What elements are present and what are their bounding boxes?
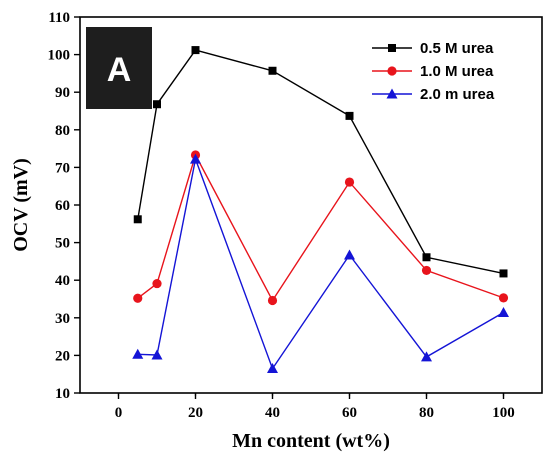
legend-label: 1.0 M urea (420, 63, 494, 80)
x-axis-label: Mn content (wt%) (232, 430, 390, 452)
series-1-point (345, 111, 354, 120)
y-axis-label: OCV (mV) (10, 158, 32, 252)
series-3-point (421, 351, 432, 362)
panel-label-box (86, 27, 152, 109)
series-1-point (422, 253, 431, 262)
legend-marker (387, 66, 397, 76)
y-tick-label: 20 (55, 348, 70, 364)
x-tick-label: 20 (188, 405, 203, 421)
legend-marker (386, 88, 398, 99)
axis-ticks: 0 20 40 60 80 100 10 20 30 40 50 60 70 80 90 100 110 (48, 10, 515, 421)
legend-item-1: 0.5 M urea (372, 40, 494, 57)
series-3 (132, 153, 509, 374)
panel-label-badge: A (86, 27, 152, 109)
y-tick-label: 40 (55, 273, 70, 289)
legend-label: 2.0 m urea (420, 86, 495, 103)
series-2 (133, 150, 509, 306)
x-tick-label: 0 (115, 405, 123, 421)
series-3-line (137, 156, 504, 371)
legend-item-2: 1.0 M urea (372, 63, 494, 80)
series-1-point (499, 269, 508, 278)
y-tick-label: 10 (55, 386, 70, 402)
y-tick-label: 100 (48, 48, 71, 64)
y-tick-label: 90 (55, 85, 70, 101)
series-3-point (498, 307, 509, 318)
legend: 0.5 M urea 1.0 M urea 2.0 m urea (372, 40, 495, 103)
series-3-point (132, 348, 144, 359)
series-layer (132, 46, 509, 374)
x-tick-label: 80 (419, 405, 434, 421)
y-tick-label: 60 (55, 198, 70, 214)
x-tick-label: 40 (265, 405, 280, 421)
series-2-point (498, 293, 509, 303)
series-3-point (190, 153, 201, 164)
y-tick-label: 50 (55, 236, 70, 252)
x-tick-label: 60 (342, 405, 357, 421)
y-tick-label: 30 (55, 311, 70, 327)
y-tick-label: 70 (55, 160, 70, 176)
legend-label: 0.5 M urea (420, 40, 494, 57)
y-tick-label: 80 (55, 123, 70, 139)
legend-marker (388, 44, 396, 52)
series-2-point (267, 295, 278, 306)
series-3-point (344, 249, 355, 260)
series-1-point (268, 66, 277, 75)
series-2-point (152, 278, 162, 289)
series-1-point (191, 46, 200, 55)
series-2-point (133, 293, 143, 303)
series-3-point (267, 363, 278, 374)
series-2-point (344, 177, 355, 187)
series-1-point (133, 215, 142, 224)
series-1 (133, 46, 508, 278)
x-tick-label: 100 (492, 405, 515, 421)
legend-item-3: 2.0 m urea (372, 86, 495, 103)
y-tick-label: 110 (48, 10, 70, 26)
panel-label-text: A (107, 51, 132, 89)
series-3-point (151, 349, 163, 360)
series-2-point (421, 265, 432, 276)
series-1-point (153, 100, 161, 109)
